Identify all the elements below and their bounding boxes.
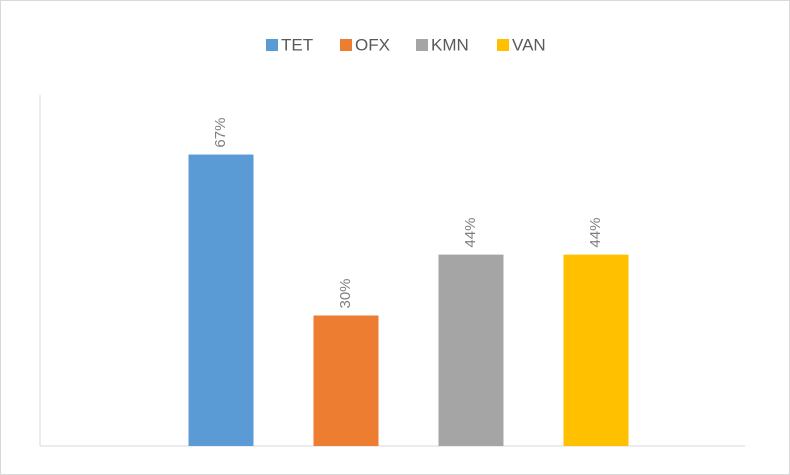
bar xyxy=(313,315,379,446)
data-label: 44% xyxy=(462,218,479,248)
data-label: 44% xyxy=(587,218,604,248)
data-label: 67% xyxy=(212,118,229,148)
bar xyxy=(563,254,629,446)
legend-swatch xyxy=(266,39,278,51)
legend-swatch xyxy=(340,39,352,51)
legend-label: OFX xyxy=(355,35,390,54)
bar xyxy=(438,254,504,446)
legend-label: KMN xyxy=(431,35,469,54)
legend-swatch xyxy=(497,39,509,51)
legend-label: VAN xyxy=(512,35,546,54)
bar xyxy=(188,154,254,447)
data-label: 30% xyxy=(337,278,354,308)
legend-label: TET xyxy=(281,35,313,54)
legend-swatch xyxy=(416,39,428,51)
